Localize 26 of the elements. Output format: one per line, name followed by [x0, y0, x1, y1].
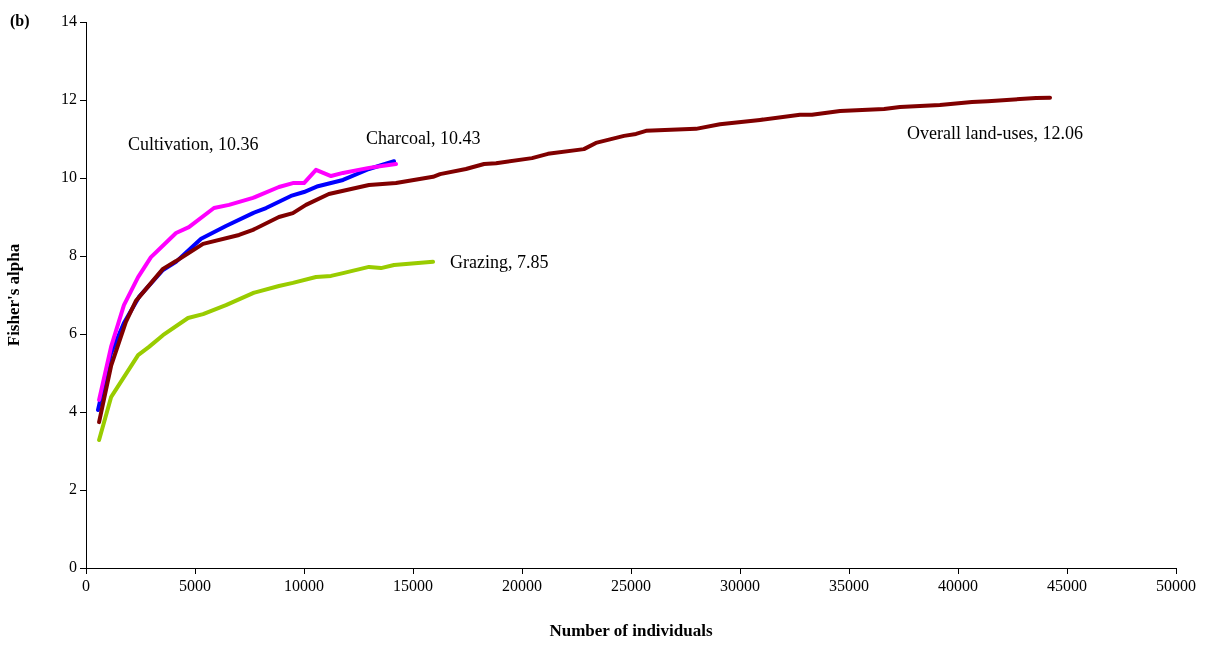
x-tick-label: 50000 — [1156, 576, 1196, 594]
series-label: Grazing, 7.85 — [450, 251, 549, 272]
text: Cultivation, 10.36 — [128, 133, 259, 154]
x-axis-title: Number of individuals — [549, 621, 713, 641]
x-tick-label: 25000 — [611, 576, 651, 594]
series-label: Overall land-uses, 12.06 — [907, 123, 1083, 144]
chart-title: (b) — [10, 12, 30, 31]
y-tick-label: 14 — [61, 12, 77, 30]
x-tick-label: 30000 — [720, 576, 760, 594]
y-tick-label: 2 — [69, 480, 77, 498]
x-tick-label: 15000 — [393, 576, 433, 594]
x-tick-label: 5000 — [179, 576, 211, 594]
y-tick-label: 0 — [69, 558, 77, 576]
x-tick-label: 35000 — [829, 576, 869, 594]
y-axis-title: Fisher's alpha — [3, 243, 23, 347]
series-label: Charcoal, 10.43 — [366, 127, 481, 148]
x-tick-label: 10000 — [284, 576, 324, 594]
x-tick-label: 45000 — [1047, 576, 1087, 594]
x-tick-label: 20000 — [502, 576, 542, 594]
y-tick-label: 6 — [69, 324, 77, 342]
y-tick-label: 8 — [69, 246, 77, 264]
x-tick-label: 40000 — [938, 576, 978, 594]
x-tick-label: 0 — [82, 576, 90, 594]
y-tick-label: 4 — [69, 402, 77, 420]
y-tick-label: 10 — [61, 168, 77, 186]
y-tick-label: 12 — [61, 90, 77, 108]
